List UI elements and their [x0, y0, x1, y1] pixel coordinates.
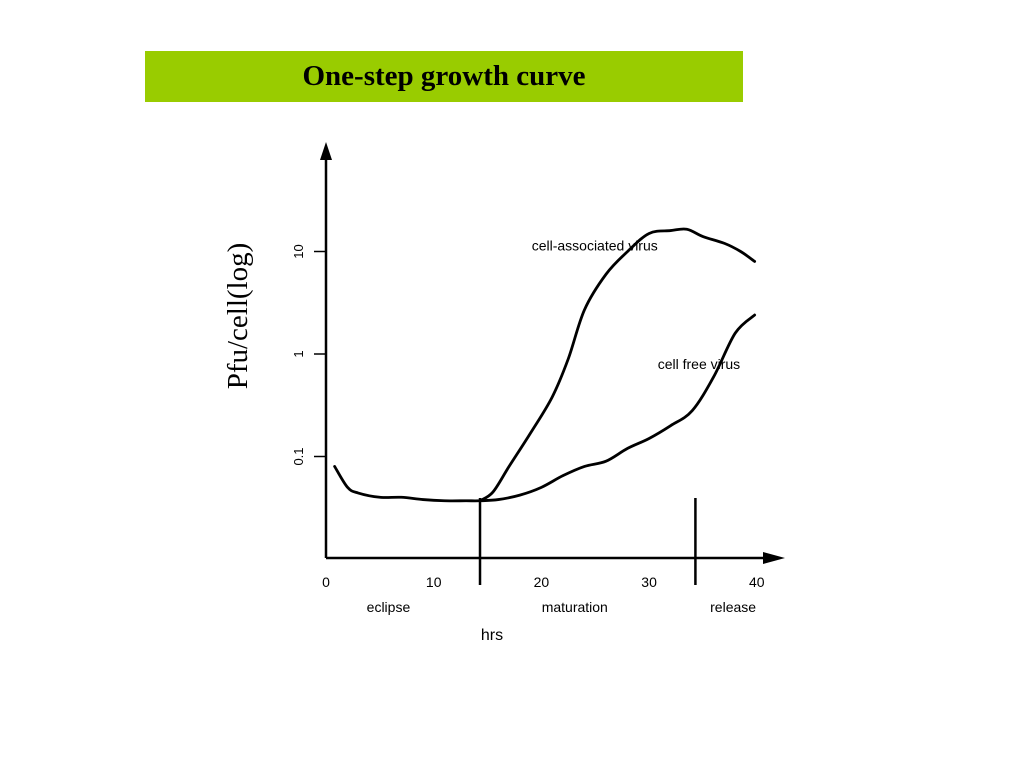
x-tick-label: 40	[749, 574, 765, 590]
x-tick-label: 20	[534, 574, 550, 590]
cell-free-virus-label: cell free virus	[658, 356, 740, 372]
tick-marks	[314, 250, 326, 458]
y-tick-label: 0.1	[291, 447, 306, 465]
phase-label: release	[710, 599, 756, 615]
x-axis-label: hrs	[481, 627, 503, 644]
cell-associated-virus-label: cell-associated virus	[532, 238, 658, 254]
axes	[320, 142, 785, 585]
title-bar: One-step growth curve	[145, 51, 743, 102]
x-tick-label: 0	[322, 574, 330, 590]
x-tick-label: 30	[641, 574, 657, 590]
phase-label: eclipse	[367, 599, 411, 615]
y-axis-arrow	[320, 142, 332, 160]
x-axis-arrow	[763, 552, 785, 564]
series-group	[333, 227, 757, 503]
cell-free-virus-curve	[333, 313, 757, 503]
y-tick-label: 10	[291, 244, 306, 258]
y-tick-label: 1	[291, 350, 306, 357]
chart-title: One-step growth curve	[302, 60, 586, 92]
labels-group: 0.1 1 10 0 10 20 30 40 eclipse maturation release h…	[222, 238, 765, 645]
phase-label: maturation	[542, 599, 608, 615]
y-axis-label: Pfu/cell(log)	[222, 243, 254, 390]
cell-associated-virus-curve	[478, 227, 757, 503]
x-tick-label: 10	[426, 574, 442, 590]
